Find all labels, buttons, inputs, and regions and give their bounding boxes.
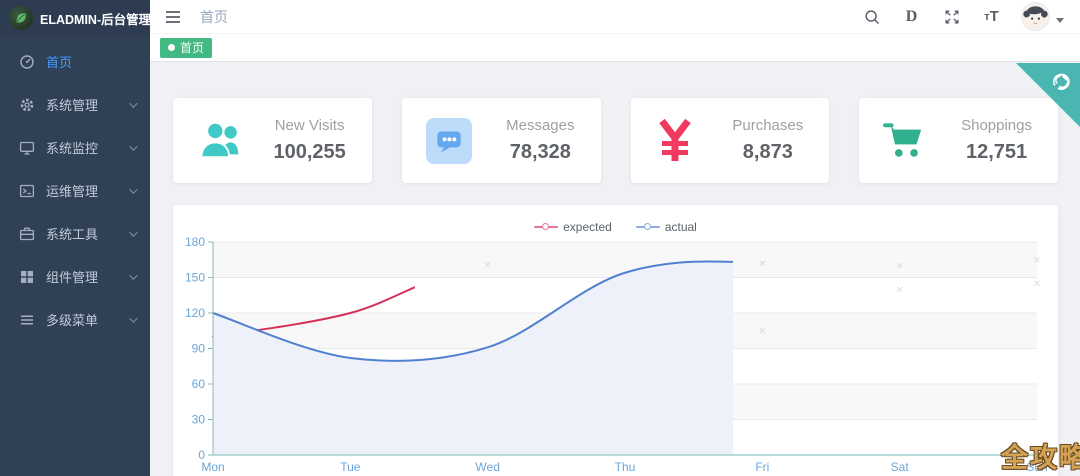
sidebar: ELADMIN-后台管理 首页 系统管理 系统监控 运维管理 系统工具 组件管理…: [0, 0, 152, 476]
legend-item-actual[interactable]: actual: [635, 220, 697, 234]
gear-icon: [19, 97, 35, 113]
sidebar-item-system-mgmt[interactable]: 系统管理: [0, 83, 150, 126]
stat-card-messages: Messages 78,328: [401, 98, 601, 183]
ops-icon: [19, 183, 35, 199]
svg-text:Mon: Mon: [201, 460, 224, 474]
tags-bar: 首页: [150, 34, 1080, 62]
stat-card-label: Messages: [506, 117, 575, 134]
stat-card-purchases: Purchases 8,873: [630, 98, 830, 183]
sidebar-item-label: 首页: [46, 55, 73, 70]
chevron-down-icon: [129, 98, 138, 108]
line-chart: 0 30 60 90 120 150 180 Mon Tue Wed Thu Fri Sat Sun: [185, 235, 1048, 474]
chart-legend: expected actual: [173, 220, 1058, 234]
tag-dot-icon: [168, 44, 175, 51]
svg-text:Fri: Fri: [755, 460, 769, 474]
github-octocat-icon: [1053, 73, 1070, 90]
legend-marker-icon: [635, 222, 660, 230]
sidebar-item-label: 系统监控: [46, 141, 99, 156]
chevron-down-icon: [129, 270, 138, 280]
nested-menu-icon: [19, 312, 35, 328]
cart-icon: [883, 121, 939, 161]
chevron-down-icon: [129, 141, 138, 151]
fullscreen-icon[interactable]: [942, 7, 961, 26]
stat-card-value: 12,751: [965, 141, 1028, 163]
tag-home[interactable]: 首页: [160, 37, 213, 58]
legend-label: expected: [563, 220, 612, 234]
user-menu[interactable]: [1022, 3, 1064, 30]
sidebar-item-label: 组件管理: [46, 270, 99, 285]
legend-marker-icon: [534, 222, 559, 230]
sidebar-item-label: 多级菜单: [46, 313, 99, 328]
svg-text:180: 180: [185, 235, 205, 249]
app-logo[interactable]: ELADMIN-后台管理: [0, 0, 152, 36]
svg-text:90: 90: [192, 342, 206, 356]
docs-icon[interactable]: D: [905, 7, 918, 25]
stat-card-value: 78,328: [509, 141, 571, 163]
line-chart-panel: expected actual 0 30 60 90 120 150 180 Mon Tue Wed…: [173, 205, 1058, 476]
sidebar-item-monitor[interactable]: 系统监控: [0, 126, 150, 169]
sidebar-item-label: 系统工具: [46, 227, 99, 242]
search-icon[interactable]: [862, 7, 881, 26]
dashboard-icon: [19, 54, 35, 70]
legend-label: actual: [664, 220, 697, 234]
sidebar-item-ops[interactable]: 运维管理: [0, 169, 150, 212]
legend-item-expected[interactable]: expected: [534, 220, 612, 234]
chevron-down-icon: [129, 184, 138, 194]
content-area: New Visits 100,255 Messages 78,328 Purch…: [150, 63, 1080, 476]
watermark: 全攻略: [1001, 443, 1080, 473]
stat-card-label: Purchases: [732, 117, 804, 134]
monitor-icon: [19, 140, 35, 156]
components-icon: [19, 269, 35, 285]
stat-card-value: 8,873: [742, 141, 793, 163]
sidebar-item-label: 系统管理: [46, 98, 99, 113]
sidebar-item-tools[interactable]: 系统工具: [0, 212, 150, 255]
sidebar-item-nested-menu[interactable]: 多级菜单: [0, 298, 150, 341]
message-icon: [425, 117, 482, 164]
svg-text:Wed: Wed: [475, 460, 499, 474]
sidebar-item-components[interactable]: 组件管理: [0, 255, 150, 298]
svg-text:Sun: Sun: [1026, 460, 1047, 474]
stat-card-shoppings: Shoppings 12,751: [859, 98, 1058, 183]
svg-text:Thu: Thu: [615, 460, 636, 474]
leaf-logo-icon: [9, 6, 33, 30]
stat-card-value: 100,255: [273, 141, 346, 163]
svg-text:120: 120: [185, 306, 205, 320]
breadcrumb[interactable]: 首页: [200, 8, 228, 25]
svg-text:60: 60: [192, 377, 206, 391]
chevron-down-icon: [129, 227, 138, 237]
stat-card-label: New Visits: [274, 117, 345, 134]
sidebar-menu: 首页 系统管理 系统监控 运维管理 系统工具 组件管理 多级菜单: [0, 36, 150, 341]
hamburger-icon[interactable]: [163, 7, 183, 27]
svg-text:Sat: Sat: [891, 460, 910, 474]
sidebar-item-label: 运维管理: [46, 184, 99, 199]
tools-icon: [19, 226, 35, 242]
font-size-small-glyph: т: [984, 10, 990, 23]
svg-text:30: 30: [192, 413, 206, 427]
money-icon: [655, 118, 711, 164]
avatar[interactable]: [1022, 3, 1049, 30]
app-title: ELADMIN-后台管理: [40, 12, 152, 27]
chevron-down-icon: [129, 313, 138, 323]
svg-text:150: 150: [185, 271, 205, 285]
caret-down-icon[interactable]: [1056, 18, 1064, 23]
font-size-big-glyph: T: [989, 8, 999, 25]
tag-label: 首页: [180, 41, 205, 55]
svg-text:Tue: Tue: [340, 460, 361, 474]
sidebar-item-home[interactable]: 首页: [0, 40, 150, 83]
stat-card-new-visits: New Visits 100,255: [173, 98, 372, 183]
stat-card-label: Shoppings: [961, 117, 1032, 134]
svg-text:0: 0: [198, 448, 205, 462]
stat-cards-row: New Visits 100,255 Messages 78,328 Purch…: [173, 98, 1058, 183]
people-icon: [197, 119, 253, 163]
